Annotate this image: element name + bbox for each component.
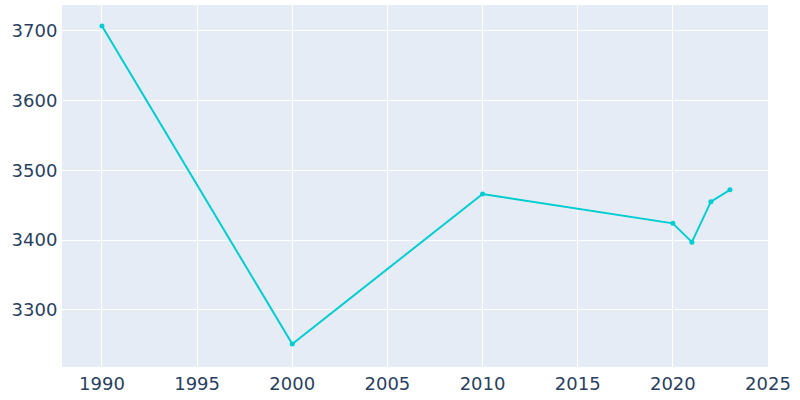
svg-text:3600: 3600 (12, 90, 58, 111)
svg-text:3700: 3700 (12, 20, 58, 41)
svg-text:2005: 2005 (365, 373, 411, 394)
svg-text:2000: 2000 (269, 373, 315, 394)
svg-text:3500: 3500 (12, 160, 58, 181)
svg-text:3400: 3400 (12, 229, 58, 250)
svg-text:1990: 1990 (79, 373, 125, 394)
svg-text:2020: 2020 (650, 373, 696, 394)
svg-text:2015: 2015 (555, 373, 601, 394)
svg-text:1995: 1995 (174, 373, 220, 394)
svg-text:3300: 3300 (12, 299, 58, 320)
svg-text:2010: 2010 (460, 373, 506, 394)
svg-text:2025: 2025 (745, 373, 791, 394)
